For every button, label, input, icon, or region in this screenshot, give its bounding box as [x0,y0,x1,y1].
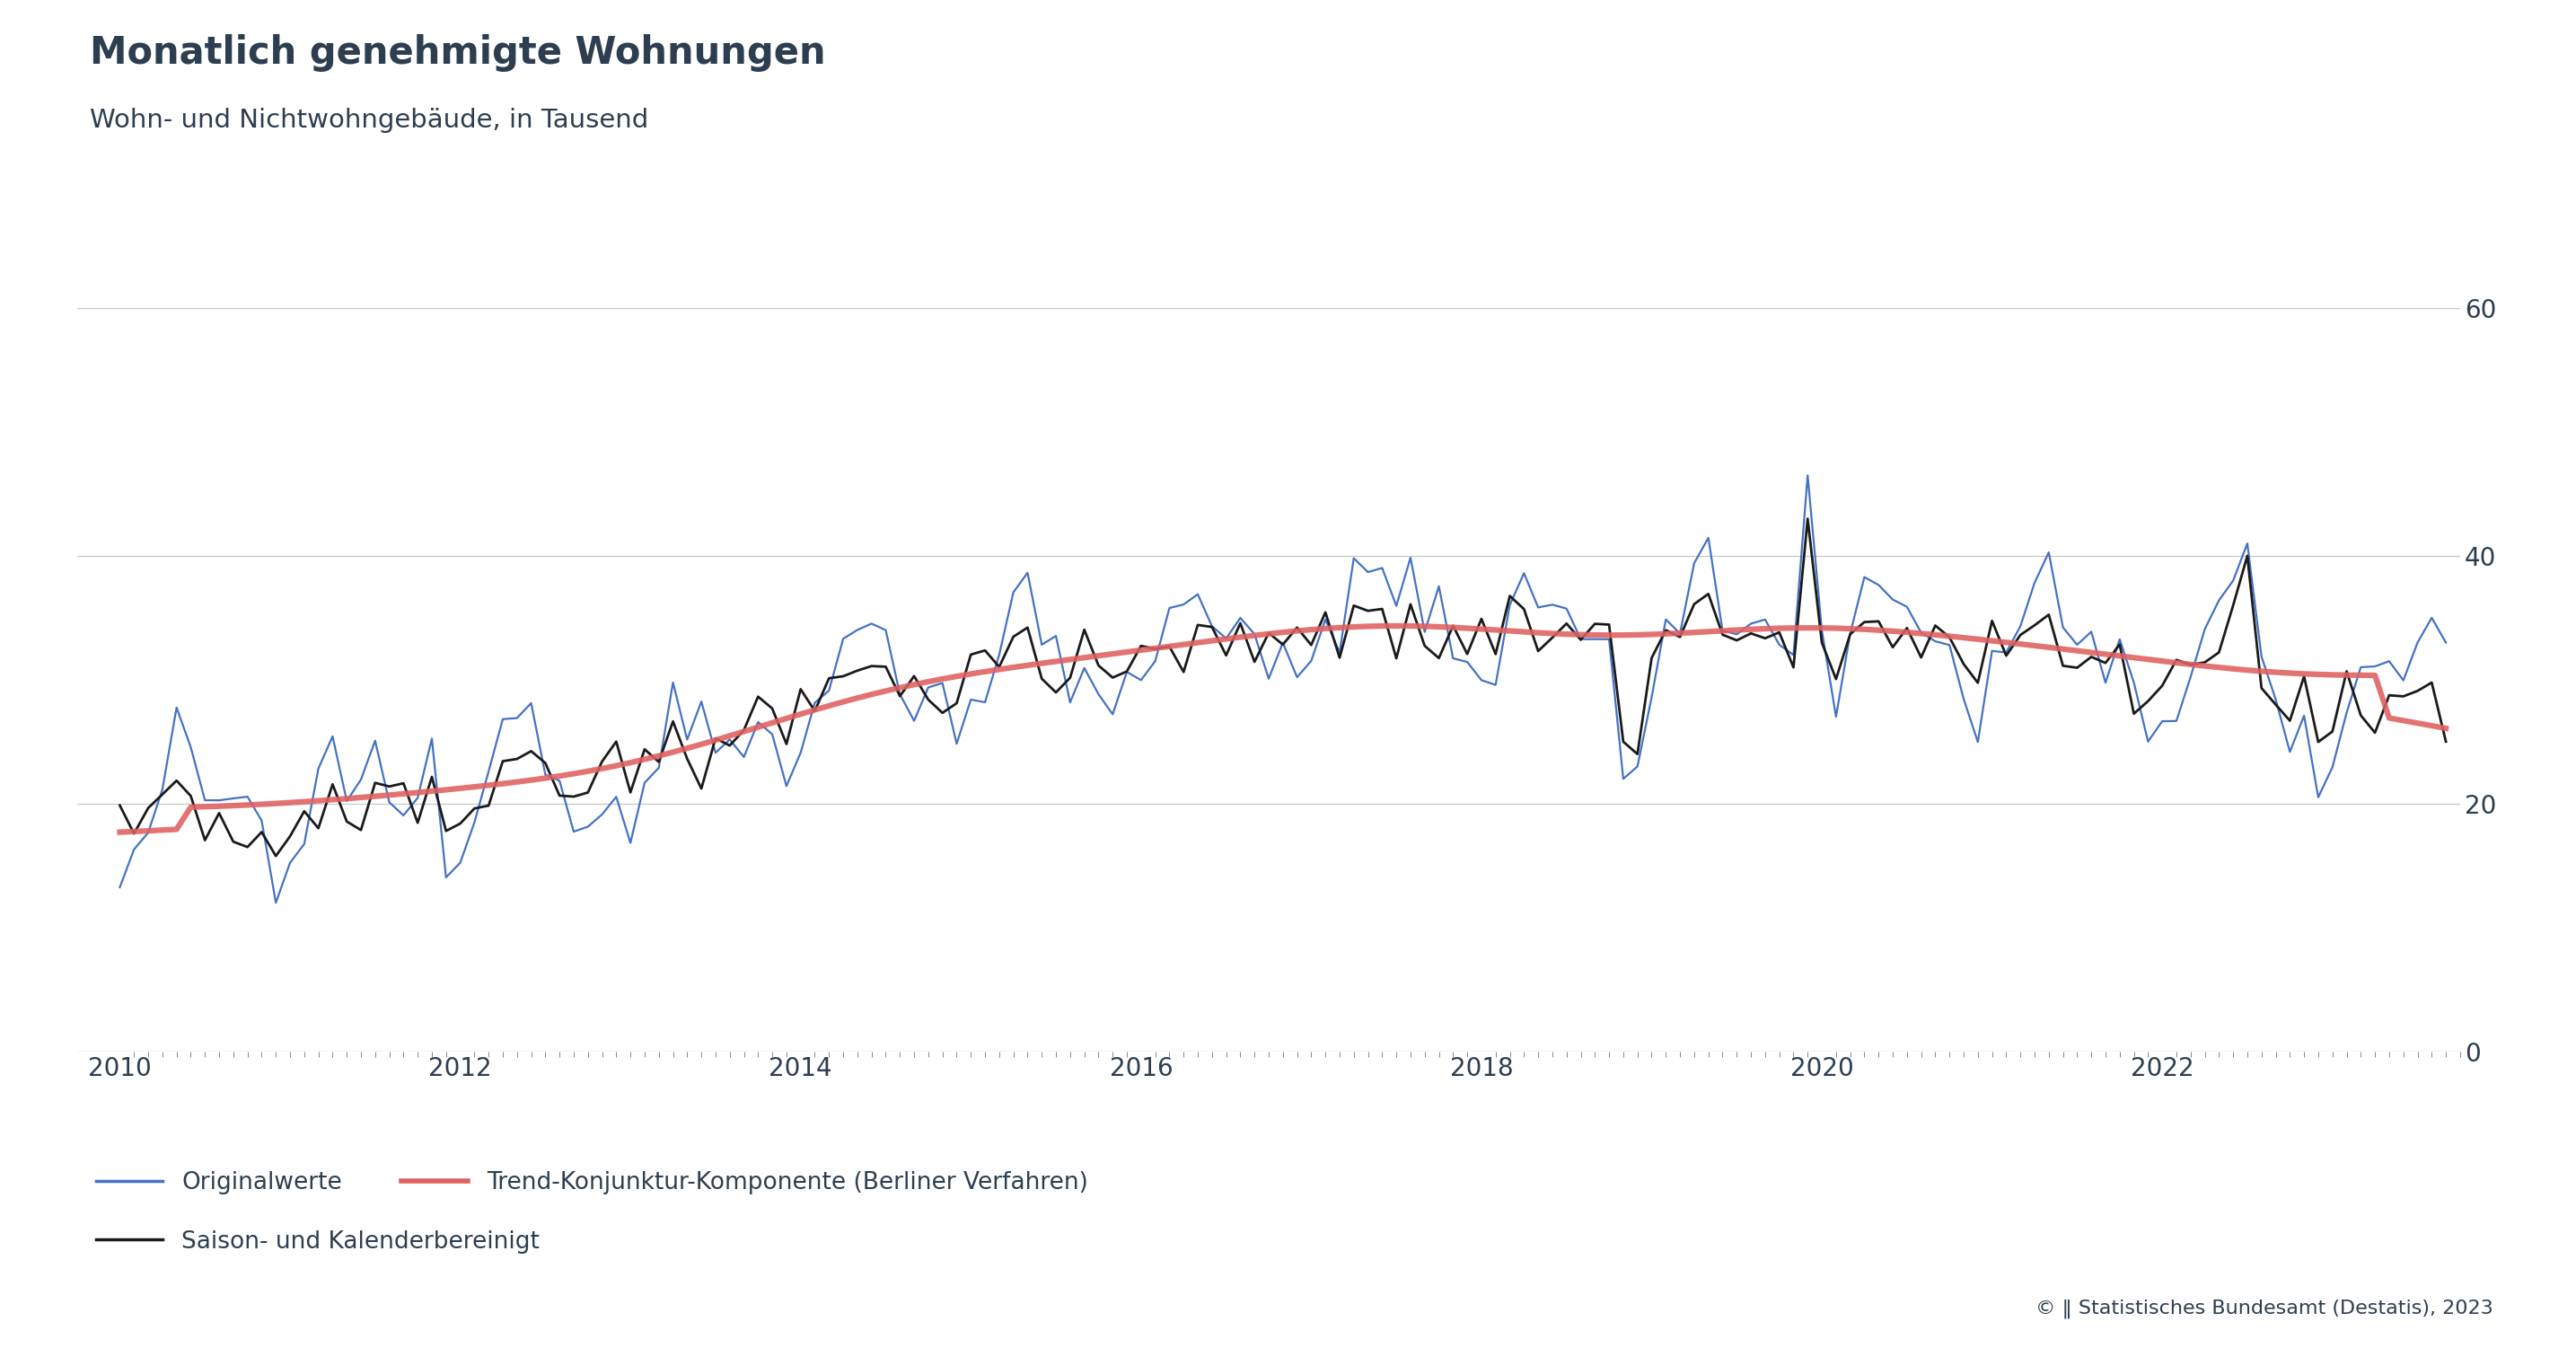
Text: © ‖ Statistisches Bundesamt (Destatis), 2023: © ‖ Statistisches Bundesamt (Destatis), … [2035,1299,2494,1318]
Text: Wohn- und Nichtwohngebäude, in Tausend: Wohn- und Nichtwohngebäude, in Tausend [90,108,649,133]
Legend: Saison- und Kalenderbereinigt: Saison- und Kalenderbereinigt [88,1220,549,1263]
Text: Monatlich genehmigte Wohnungen: Monatlich genehmigte Wohnungen [90,34,827,71]
